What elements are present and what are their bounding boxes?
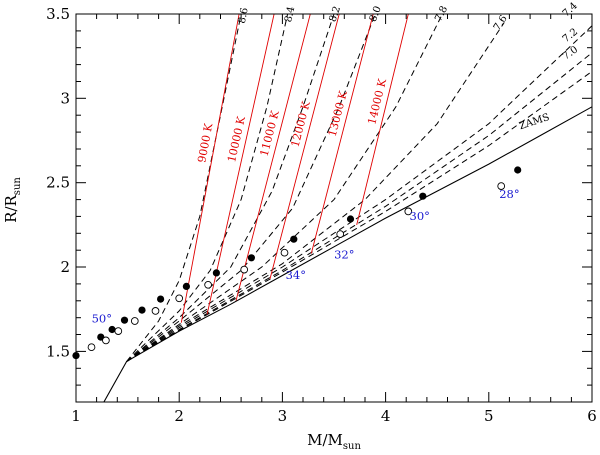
y-tick-label: 1.5 bbox=[46, 342, 70, 360]
isotherm-12000-k bbox=[269, 14, 340, 280]
isochrone-7-2 bbox=[126, 52, 592, 362]
y-axis-label: R/Rsun bbox=[2, 177, 23, 223]
x-axis-label: M/Msun bbox=[307, 431, 361, 452]
angle-label: 28° bbox=[499, 187, 519, 201]
isochrone-8-4 bbox=[126, 14, 289, 362]
isotherm-9000-k bbox=[180, 14, 240, 323]
isotherm-14000-k bbox=[356, 14, 409, 226]
open-point bbox=[404, 207, 413, 216]
open-point bbox=[280, 248, 289, 257]
y-axis-label-main: R/R bbox=[2, 194, 20, 222]
angle-label: 32° bbox=[334, 248, 354, 262]
filled-point bbox=[157, 295, 165, 303]
filled-point bbox=[290, 235, 298, 243]
filled-point bbox=[212, 269, 220, 277]
angle-label: 34° bbox=[286, 268, 306, 282]
isochrone-8-6 bbox=[126, 14, 242, 362]
x-axis-label-main: M/M bbox=[307, 431, 343, 449]
filled-point bbox=[120, 316, 129, 324]
x-tick-label: 6 bbox=[587, 407, 597, 425]
y-tick-label: 2 bbox=[60, 258, 70, 276]
x-tick-label: 5 bbox=[484, 407, 494, 425]
isotherm-13000-k bbox=[310, 14, 374, 254]
open-point bbox=[336, 230, 345, 238]
open-point bbox=[130, 317, 139, 325]
isochrone-8-2 bbox=[126, 14, 335, 362]
isotherm-lines bbox=[180, 14, 409, 323]
zams-curve bbox=[103, 106, 592, 402]
isotherm-label-11000-k: 11000 K bbox=[258, 109, 282, 158]
zams-label: ZAMS bbox=[518, 112, 551, 132]
isochrone-7-8 bbox=[126, 14, 443, 362]
isotherm-label-14000-k: 14000 K bbox=[365, 77, 389, 126]
y-axis-label-sub: sun bbox=[12, 177, 23, 196]
x-tick-label: 3 bbox=[278, 407, 288, 425]
isotherm-label-10000-k: 10000 K bbox=[225, 114, 248, 163]
open-point bbox=[151, 307, 160, 315]
open-point bbox=[497, 182, 506, 190]
filled-point bbox=[514, 166, 522, 174]
x-tick-label: 1 bbox=[71, 407, 81, 425]
isochrone-label-7-4: 7.4 bbox=[561, 1, 580, 20]
plot-frame bbox=[75, 13, 593, 403]
filled-point bbox=[247, 254, 255, 262]
angle-label: 30° bbox=[410, 209, 430, 223]
y-tick-label: 2.5 bbox=[46, 174, 70, 192]
data-points bbox=[72, 166, 522, 360]
axis-ticks: 1 2 3 4 5 6 1.5 2 2.5 3 3.5 bbox=[46, 5, 597, 425]
open-point bbox=[204, 280, 212, 289]
y-tick-label: 3 bbox=[60, 89, 70, 107]
filled-point bbox=[138, 306, 146, 314]
isochrone-label-7-6: 7.6 bbox=[492, 14, 510, 33]
isochrone-label-8-6: 8.6 bbox=[237, 7, 251, 25]
zams-line bbox=[103, 106, 592, 402]
isochrone-label-7-2: 7.2 bbox=[561, 27, 580, 46]
isotherm-11000-k bbox=[235, 14, 311, 301]
open-point bbox=[102, 336, 110, 345]
open-point bbox=[240, 265, 249, 274]
isochrone-8-0 bbox=[126, 14, 376, 362]
isotherm-10000-k bbox=[206, 14, 275, 315]
isochrone-7-4 bbox=[126, 25, 592, 362]
open-point bbox=[175, 294, 184, 303]
plot-border bbox=[75, 13, 593, 403]
x-axis-label-sub: sun bbox=[343, 441, 362, 452]
filled-point bbox=[108, 325, 116, 334]
filled-point bbox=[182, 282, 190, 290]
isochrone-label-7-0: 7.0 bbox=[561, 44, 580, 62]
angle-label: 50° bbox=[92, 312, 112, 326]
isochrone-7-6 bbox=[126, 22, 505, 362]
filled-point bbox=[346, 215, 355, 223]
isochrone-lines bbox=[126, 14, 592, 362]
x-tick-label: 2 bbox=[174, 407, 184, 425]
isotherm-label-13000-k: 13000 K bbox=[326, 89, 350, 138]
x-tick-label: 4 bbox=[381, 407, 391, 425]
open-point bbox=[114, 327, 123, 335]
open-point bbox=[87, 343, 96, 352]
isochrone-7-0 bbox=[126, 70, 592, 362]
isotherm-label-12000-k: 12000 K bbox=[289, 99, 314, 148]
y-tick-label: 3.5 bbox=[46, 5, 70, 23]
filled-point bbox=[419, 192, 427, 200]
